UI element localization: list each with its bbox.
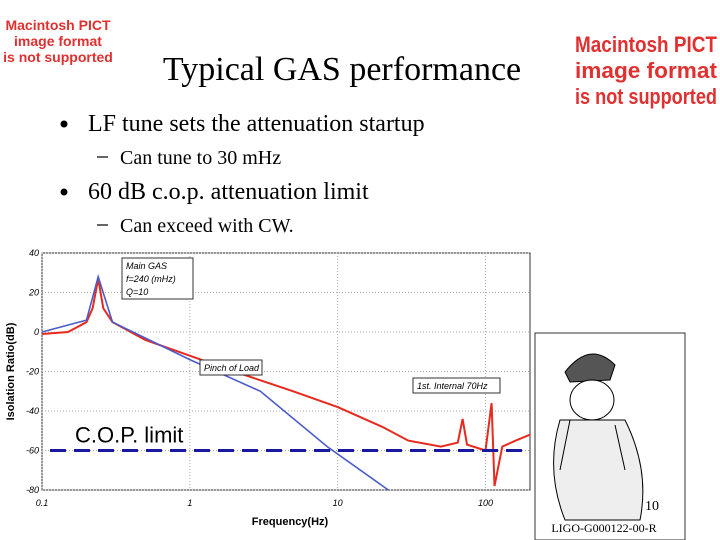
x-tick-label: 1 xyxy=(187,498,192,508)
y-tick-label: 20 xyxy=(28,288,39,298)
y-axis-label: Isolation Ratio(dB) xyxy=(5,322,17,420)
annotation-text: Pinch of Load xyxy=(204,363,260,373)
annotation-box xyxy=(412,377,501,394)
chart: 40 20 0 -20 -40 -60 -80 0.1 1 10 100 Frequency(Hz) I… xyxy=(5,248,531,528)
sub-bullet-text: Can tune to 30 mHz xyxy=(120,147,281,169)
bullet-text: 60 dB c.o.p. attenuation limit xyxy=(88,179,369,205)
placeholder-text: Macintosh PICT xyxy=(575,32,717,57)
bullet-text: LF tune sets the attenuation startup xyxy=(88,111,425,137)
cartoon-detail xyxy=(559,419,626,471)
limit-label: C.O.P. limit xyxy=(75,423,183,448)
y-tick-label: -20 xyxy=(26,367,39,377)
bullet-dot xyxy=(60,188,68,196)
placeholder-text: Macintosh PICT xyxy=(5,17,110,33)
annotation-text: Q=10 xyxy=(126,287,148,297)
placeholder-text: is not supported xyxy=(3,49,113,65)
y-tick-label: -40 xyxy=(26,406,39,416)
cartoon xyxy=(534,332,686,540)
annotation-text: 1st. Internal 70Hz xyxy=(417,381,488,391)
x-tick-label: 10 xyxy=(333,498,343,508)
placeholder-text: image format xyxy=(575,58,718,83)
x-axis-label: Frequency(Hz) xyxy=(252,516,329,528)
bullet-dot xyxy=(60,120,68,128)
annotation-text: f=240 (mHz) xyxy=(126,274,176,284)
y-tick-label: -60 xyxy=(26,446,39,456)
x-tick-label: 0.1 xyxy=(36,498,49,508)
series-line xyxy=(41,273,389,491)
page-number: 10 xyxy=(645,499,659,514)
placeholder-text: is not supported xyxy=(575,84,717,109)
series-line xyxy=(41,278,531,487)
cartoon-body xyxy=(553,419,644,521)
annotation-box xyxy=(199,359,263,376)
cartoon-cap xyxy=(564,353,616,383)
slide-title: Typical GAS performance xyxy=(163,51,521,88)
x-tick-label: 100 xyxy=(478,498,493,508)
y-tick-label: 40 xyxy=(29,248,39,258)
sub-bullet-text: Can exceed with CW. xyxy=(120,215,294,237)
placeholder-text: image format xyxy=(14,33,102,49)
cartoon-head xyxy=(569,379,615,421)
annotation-text: Main GAS xyxy=(126,261,167,271)
y-tick-label: 0 xyxy=(34,327,39,337)
y-tick-label: -80 xyxy=(26,485,39,495)
footer: LIGO-G000122-00-R xyxy=(551,521,656,535)
annotation-box xyxy=(121,257,194,300)
